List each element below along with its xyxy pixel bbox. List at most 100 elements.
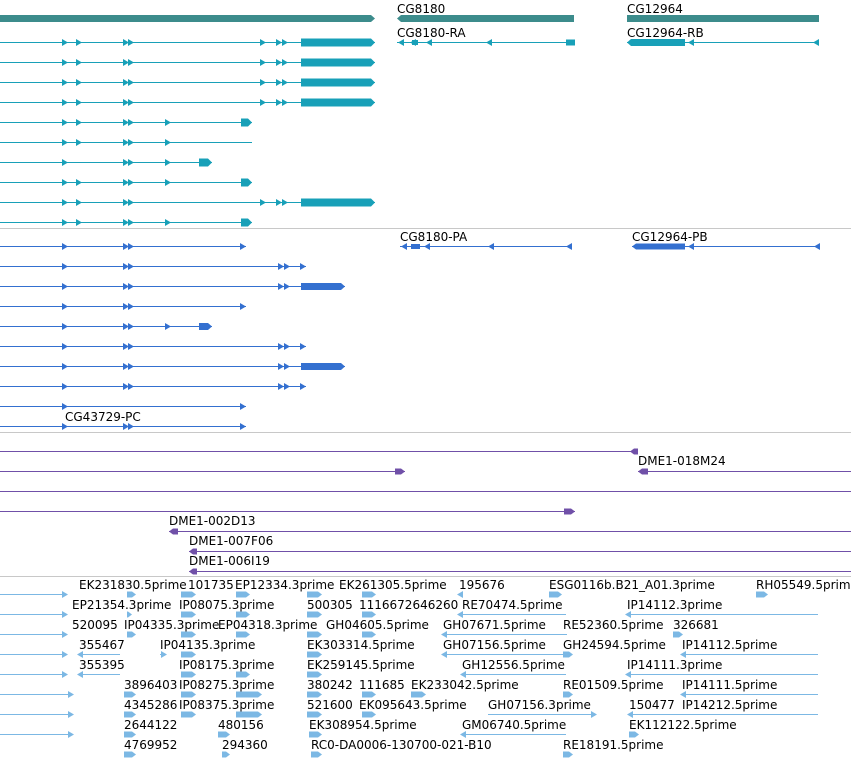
est-feature[interactable] bbox=[181, 711, 196, 718]
est-arrow[interactable] bbox=[62, 611, 68, 618]
transcript-exon[interactable] bbox=[301, 98, 375, 107]
transcript-exon[interactable] bbox=[566, 39, 575, 46]
est-label[interactable]: 326681 bbox=[673, 618, 719, 632]
est-feature[interactable] bbox=[181, 611, 196, 618]
strand-arrow[interactable] bbox=[123, 59, 129, 66]
strand-arrow[interactable] bbox=[62, 263, 68, 270]
est-label[interactable]: 4769952 bbox=[124, 738, 178, 752]
strand-arrow[interactable] bbox=[76, 219, 82, 226]
est-label[interactable]: EK303314.5prime bbox=[307, 638, 415, 652]
strand-arrow[interactable] bbox=[813, 39, 819, 46]
strand-arrow[interactable] bbox=[62, 363, 68, 370]
est-arrow[interactable] bbox=[62, 651, 68, 658]
protein-label-cg43729-pc[interactable]: CG43729-PC bbox=[65, 410, 141, 424]
transcript-exon[interactable] bbox=[301, 78, 375, 87]
est-label[interactable]: IP14111.5prime bbox=[682, 678, 778, 692]
strand-arrow[interactable] bbox=[240, 243, 246, 250]
strand-arrow[interactable] bbox=[123, 263, 129, 270]
strand-arrow[interactable] bbox=[165, 119, 171, 126]
strand-arrow[interactable] bbox=[123, 423, 129, 430]
est-label[interactable]: RE01509.5prime bbox=[563, 678, 664, 692]
strand-arrow[interactable] bbox=[128, 59, 134, 66]
est-label[interactable]: IP08375.3prime bbox=[179, 698, 275, 712]
est-label[interactable]: IP08075.3prime bbox=[179, 598, 275, 612]
est-label[interactable]: RH05549.5prime bbox=[756, 578, 851, 592]
strand-arrow[interactable] bbox=[128, 303, 134, 310]
strand-arrow[interactable] bbox=[260, 39, 266, 46]
est-label[interactable]: ESG0116b.B21_A01.3prime bbox=[549, 578, 715, 592]
est-feature[interactable] bbox=[563, 751, 573, 758]
strand-arrow[interactable] bbox=[128, 283, 134, 290]
strand-arrow[interactable] bbox=[401, 243, 407, 250]
transcript-exon[interactable] bbox=[301, 58, 375, 67]
est-arrow[interactable] bbox=[457, 591, 463, 598]
est-feature[interactable] bbox=[181, 691, 196, 698]
est-label[interactable]: EK261305.5prime bbox=[339, 578, 447, 592]
strand-arrow[interactable] bbox=[566, 243, 572, 250]
strand-arrow[interactable] bbox=[128, 263, 134, 270]
est-feature[interactable] bbox=[362, 711, 376, 718]
gene-bar-cg12964[interactable] bbox=[627, 15, 819, 22]
clone-end[interactable] bbox=[630, 448, 638, 455]
strand-arrow[interactable] bbox=[62, 403, 68, 410]
est-feature[interactable] bbox=[127, 631, 136, 638]
est-feature[interactable] bbox=[236, 671, 250, 678]
strand-arrow[interactable] bbox=[165, 323, 171, 330]
strand-arrow[interactable] bbox=[128, 243, 134, 250]
strand-arrow[interactable] bbox=[62, 343, 68, 350]
est-feature[interactable] bbox=[362, 691, 376, 698]
protein-exon[interactable] bbox=[411, 244, 420, 249]
est-feature[interactable] bbox=[181, 591, 196, 598]
strand-arrow[interactable] bbox=[284, 343, 290, 350]
strand-arrow[interactable] bbox=[278, 343, 284, 350]
transcript-exon[interactable] bbox=[241, 218, 252, 227]
est-arrow[interactable] bbox=[627, 711, 633, 718]
est-label[interactable]: GH12556.5prime bbox=[462, 658, 565, 672]
transcript-label-cg8180-ra[interactable]: CG8180-RA bbox=[397, 26, 466, 40]
strand-arrow[interactable] bbox=[123, 323, 129, 330]
est-label[interactable]: EK112122.5prime bbox=[629, 718, 737, 732]
est-label[interactable]: IP14212.5prime bbox=[682, 698, 778, 712]
est-label[interactable]: 101735 bbox=[188, 578, 234, 592]
transcript-exon[interactable] bbox=[412, 40, 418, 45]
est-arrow[interactable] bbox=[441, 631, 447, 638]
strand-arrow[interactable] bbox=[62, 283, 68, 290]
strand-arrow[interactable] bbox=[240, 403, 246, 410]
strand-arrow[interactable] bbox=[240, 303, 246, 310]
est-arrow[interactable] bbox=[68, 711, 74, 718]
strand-arrow[interactable] bbox=[128, 39, 134, 46]
est-label[interactable]: 380242 bbox=[307, 678, 353, 692]
est-label[interactable]: 355467 bbox=[79, 638, 125, 652]
strand-arrow[interactable] bbox=[128, 139, 134, 146]
est-label[interactable]: GH07156.5prime bbox=[443, 638, 546, 652]
strand-arrow[interactable] bbox=[62, 219, 68, 226]
protein-label-cg8180-pa[interactable]: CG8180-PA bbox=[400, 230, 468, 244]
strand-arrow[interactable] bbox=[123, 39, 129, 46]
strand-arrow[interactable] bbox=[128, 323, 134, 330]
strand-arrow[interactable] bbox=[282, 199, 288, 206]
strand-arrow[interactable] bbox=[398, 39, 404, 46]
est-feature[interactable] bbox=[307, 611, 322, 618]
est-feature[interactable] bbox=[181, 671, 196, 678]
strand-arrow[interactable] bbox=[128, 219, 134, 226]
est-label[interactable]: EP12334.3prime bbox=[235, 578, 335, 592]
strand-arrow[interactable] bbox=[276, 39, 282, 46]
est-arrow[interactable] bbox=[625, 671, 631, 678]
est-feature[interactable] bbox=[307, 631, 322, 638]
est-feature[interactable] bbox=[127, 611, 132, 618]
strand-arrow[interactable] bbox=[278, 283, 284, 290]
strand-arrow[interactable] bbox=[276, 59, 282, 66]
est-feature[interactable] bbox=[549, 591, 562, 598]
strand-arrow[interactable] bbox=[128, 423, 134, 430]
est-feature[interactable] bbox=[124, 731, 136, 738]
est-label[interactable]: IP08275.3prime bbox=[179, 678, 275, 692]
strand-arrow[interactable] bbox=[282, 79, 288, 86]
est-label[interactable]: 500305 bbox=[307, 598, 353, 612]
strand-arrow[interactable] bbox=[284, 363, 290, 370]
strand-arrow[interactable] bbox=[240, 423, 246, 430]
est-label[interactable]: GH04605.5prime bbox=[326, 618, 429, 632]
est-label[interactable]: 2644122 bbox=[124, 718, 178, 732]
strand-arrow[interactable] bbox=[424, 243, 430, 250]
strand-arrow[interactable] bbox=[76, 39, 82, 46]
strand-arrow[interactable] bbox=[128, 79, 134, 86]
